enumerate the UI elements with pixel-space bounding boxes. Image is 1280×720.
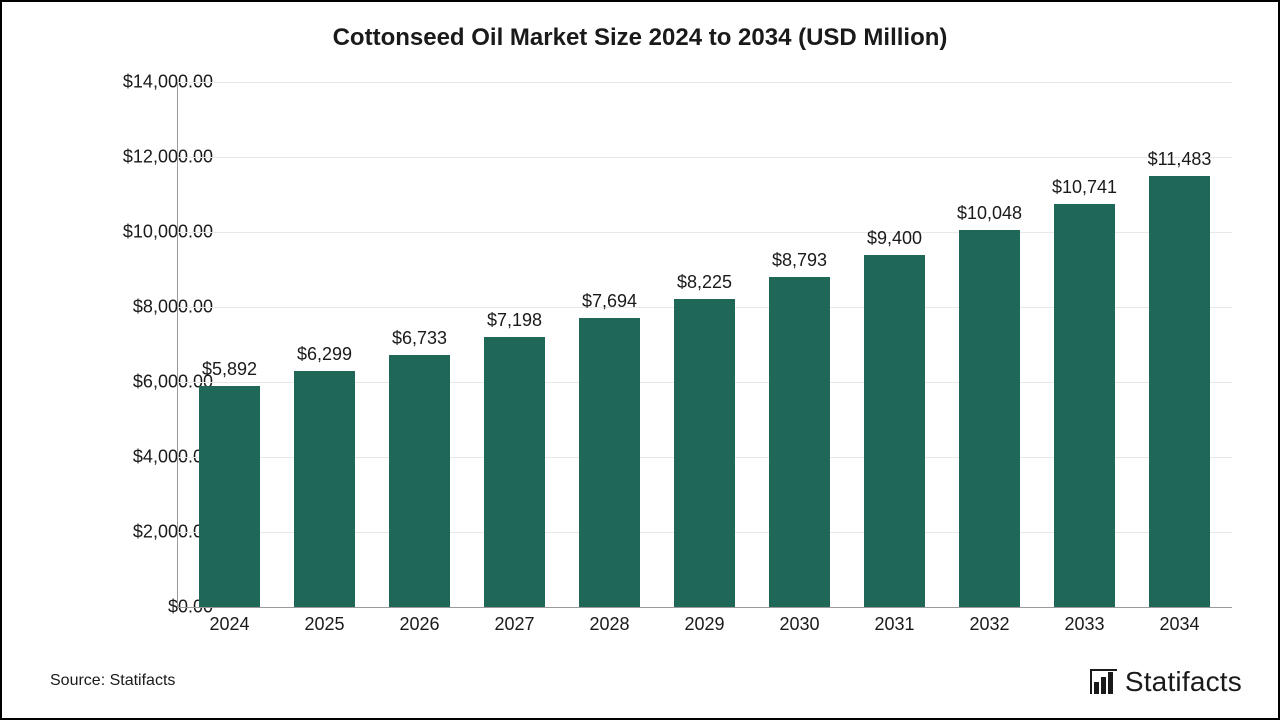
x-axis-line [177, 607, 1232, 608]
x-axis-ticks: 2024202520262027202820292030203120322033… [177, 614, 1232, 635]
bar [864, 255, 925, 608]
bar-slot: $10,741 [1037, 82, 1132, 607]
bar-value-label: $7,198 [487, 310, 542, 331]
bar [199, 386, 260, 607]
bar-value-label: $8,793 [772, 250, 827, 271]
bar [579, 318, 640, 607]
bar [674, 299, 735, 607]
bar [484, 337, 545, 607]
bar-value-label: $10,048 [957, 203, 1022, 224]
bar-slot: $8,225 [657, 82, 752, 607]
bar-value-label: $6,733 [392, 328, 447, 349]
bar-value-label: $10,741 [1052, 177, 1117, 198]
brand-logo: Statifacts [1089, 666, 1242, 698]
bar-slot: $7,694 [562, 82, 657, 607]
bar-value-label: $6,299 [297, 344, 352, 365]
bar-value-label: $9,400 [867, 228, 922, 249]
bar-value-label: $11,483 [1148, 149, 1212, 170]
bar-slot: $5,892 [182, 82, 277, 607]
x-tick-label: 2034 [1132, 614, 1227, 635]
bar-slot: $7,198 [467, 82, 562, 607]
bar [959, 230, 1020, 607]
x-tick-label: 2029 [657, 614, 752, 635]
bars-container: $5,892 $6,299 $6,733 $7,198 $7,694 $8,225 $8,7… [177, 82, 1232, 607]
brand-text: Statifacts [1125, 666, 1242, 698]
bar [1054, 204, 1115, 607]
x-tick-label: 2028 [562, 614, 657, 635]
x-tick-label: 2033 [1037, 614, 1132, 635]
bar-value-label: $7,694 [582, 291, 637, 312]
x-tick-label: 2026 [372, 614, 467, 635]
source-text: Source: Statifacts [50, 672, 175, 690]
x-tick-label: 2030 [752, 614, 847, 635]
x-tick-label: 2027 [467, 614, 562, 635]
bar-value-label: $5,892 [202, 359, 257, 380]
chart-title: Cottonseed Oil Market Size 2024 to 2034 … [2, 24, 1278, 52]
chart-frame: Cottonseed Oil Market Size 2024 to 2034 … [0, 0, 1280, 720]
bar [1149, 176, 1210, 607]
statifacts-icon [1089, 668, 1119, 696]
bar-slot: $6,733 [372, 82, 467, 607]
x-tick-label: 2025 [277, 614, 372, 635]
bar-slot: $9,400 [847, 82, 942, 607]
bar [294, 371, 355, 607]
bar-slot: $11,483 [1132, 82, 1227, 607]
x-tick-label: 2024 [182, 614, 277, 635]
bar [769, 277, 830, 607]
bar-value-label: $8,225 [677, 272, 732, 293]
bar-slot: $6,299 [277, 82, 372, 607]
bar-slot: $8,793 [752, 82, 847, 607]
x-tick-label: 2031 [847, 614, 942, 635]
bar-slot: $10,048 [942, 82, 1037, 607]
bar [389, 355, 450, 607]
x-tick-label: 2032 [942, 614, 1037, 635]
